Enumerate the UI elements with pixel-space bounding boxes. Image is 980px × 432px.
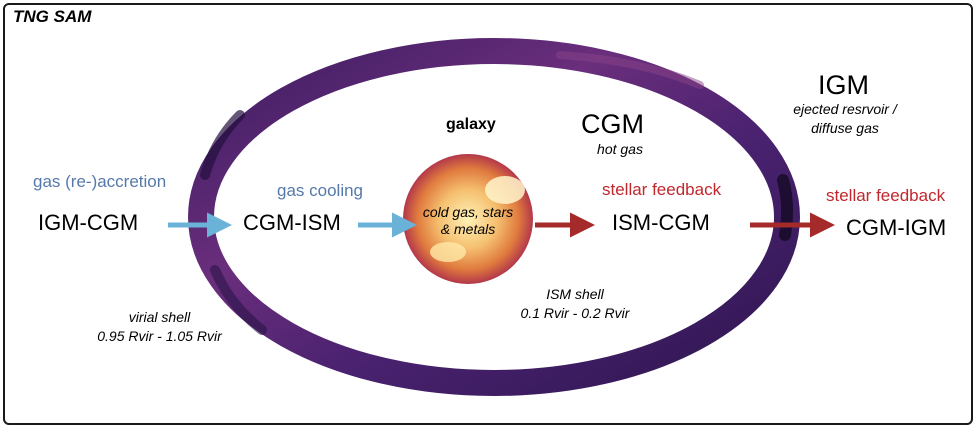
cgm-ism-flow-label: CGM-ISM	[243, 210, 341, 235]
cooling-process-label: gas cooling	[277, 181, 364, 200]
cgm-description: hot gas	[597, 141, 643, 157]
virial-shell-texture-3	[210, 265, 267, 335]
figure-title: TNG SAM	[13, 7, 92, 26]
accretion-process-label: gas (re-)accretion	[33, 172, 167, 191]
ism-shell-label: ISM shell 0.1 Rvir - 0.2 Rvir	[520, 286, 630, 321]
igm-label: IGM	[818, 70, 869, 100]
virial-shell-texture-2	[777, 174, 794, 241]
ism-cgm-flow-label: ISM-CGM	[612, 210, 710, 235]
figure-frame	[3, 3, 973, 425]
cgm-label: CGM	[581, 109, 644, 139]
galaxy-description: cold gas, stars & metals	[422, 204, 514, 237]
cgm-igm-flow-label: CGM-IGM	[846, 215, 947, 240]
galaxy-hotspot	[485, 176, 525, 204]
virial-shell-texture	[200, 110, 245, 180]
galaxy-hotspot-2	[430, 242, 466, 262]
virial-shell-label: virial shell 0.95 Rvir - 1.05 Rvir	[97, 309, 222, 344]
feedback-outer-process-label: stellar feedback	[826, 186, 946, 205]
igm-description: ejected resrvoir / diffuse gas	[793, 101, 897, 136]
igm-cgm-flow-label: IGM-CGM	[38, 210, 139, 235]
feedback-inner-process-label: stellar feedback	[602, 180, 722, 199]
virial-shell-texture-4	[556, 51, 704, 89]
galaxy-label: galaxy	[446, 116, 496, 133]
